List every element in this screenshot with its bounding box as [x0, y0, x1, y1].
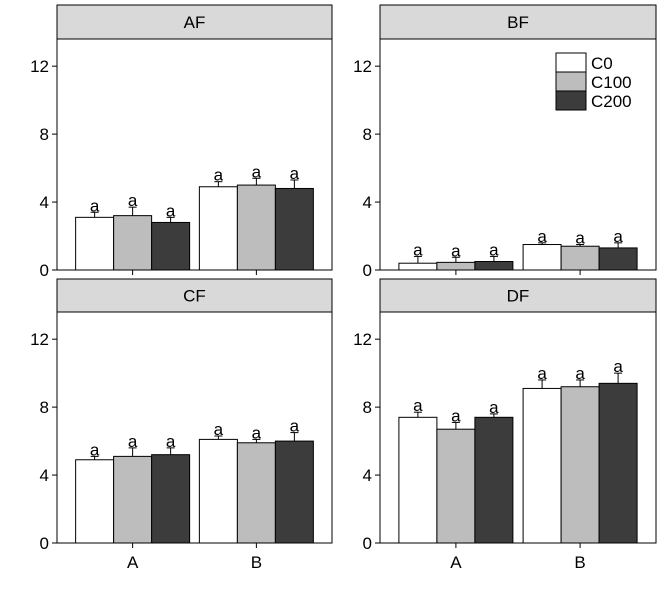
- bar-c100-b: [560, 386, 600, 544]
- bar-c200-b: [274, 187, 314, 271]
- significance-label: a: [451, 406, 461, 425]
- y-tick-label: 8: [40, 398, 49, 417]
- y-tick-label: 4: [40, 466, 49, 485]
- x-tick-label: B: [251, 553, 262, 572]
- bar-c0-b: [522, 244, 562, 271]
- x-tick-label: A: [450, 553, 462, 572]
- bar-c200-a: [151, 454, 191, 544]
- y-tick-label: 8: [363, 398, 372, 417]
- y-tick-label: 12: [30, 57, 49, 76]
- bar-c0-a: [75, 459, 115, 544]
- panel-title: BF: [507, 13, 529, 32]
- significance-label: a: [128, 191, 138, 210]
- significance-label: a: [613, 357, 623, 376]
- legend-label: C100: [591, 73, 632, 92]
- bar-c0-b: [198, 438, 238, 544]
- significance-label: a: [290, 164, 300, 183]
- significance-label: a: [252, 423, 262, 442]
- panel-strip: [379, 4, 657, 40]
- bar-c200-a: [474, 261, 514, 271]
- significance-label: a: [413, 240, 423, 259]
- legend-label: C0: [591, 54, 613, 73]
- significance-label: a: [451, 241, 461, 260]
- bar-c100-b: [236, 442, 276, 544]
- bar-c100-a: [113, 215, 153, 271]
- legend-swatch-c100: [555, 71, 587, 92]
- legend-swatch-c200: [555, 90, 587, 111]
- significance-label: a: [575, 229, 585, 248]
- bar-c0-b: [522, 387, 562, 544]
- legend-swatch-c0: [555, 52, 587, 73]
- panel-strip: [379, 278, 657, 313]
- panel-df: DF 0 4 8 12 A Ba a a a a a: [353, 278, 657, 572]
- y-tick-label: 4: [40, 193, 49, 212]
- significance-label: a: [252, 162, 262, 181]
- y-tick-label: 12: [353, 57, 372, 76]
- bar-c0-a: [398, 262, 438, 271]
- bar-c100-b: [560, 245, 600, 271]
- panel-title: DF: [507, 287, 530, 306]
- bar-c200-a: [474, 416, 514, 544]
- x-tick-label: B: [574, 553, 585, 572]
- significance-label: a: [613, 227, 623, 246]
- bar-c100-b: [236, 184, 276, 271]
- significance-label: a: [537, 227, 547, 246]
- significance-label: a: [413, 396, 423, 415]
- y-tick-label: 0: [40, 534, 49, 553]
- bar-c0-a: [75, 216, 115, 271]
- y-tick-label: 0: [40, 261, 49, 280]
- y-tick-label: 12: [30, 330, 49, 349]
- panel-title: AF: [184, 13, 206, 32]
- y-tick-label: 8: [40, 125, 49, 144]
- bar-c200-b: [598, 382, 638, 544]
- significance-label: a: [537, 364, 547, 383]
- y-tick-label: 8: [363, 125, 372, 144]
- panel-strip: [56, 278, 333, 313]
- bar-c200-b: [274, 440, 314, 544]
- bar-c0-a: [398, 416, 438, 544]
- legend-label: C200: [591, 92, 632, 111]
- bar-c0-b: [198, 186, 238, 271]
- significance-label: a: [575, 364, 585, 383]
- x-tick-label: A: [127, 553, 139, 572]
- y-tick-label: 0: [363, 534, 372, 553]
- bar-c200-b: [598, 247, 638, 271]
- plot-frame: [379, 38, 657, 271]
- bar-c100-a: [113, 455, 153, 544]
- panel-title: CF: [183, 287, 206, 306]
- y-tick-label: 4: [363, 193, 372, 212]
- y-tick-label: 4: [363, 466, 372, 485]
- significance-label: a: [489, 398, 499, 417]
- y-tick-label: 0: [363, 261, 372, 280]
- significance-label: a: [90, 440, 100, 459]
- significance-label: a: [166, 201, 176, 220]
- panel-strip: [56, 4, 333, 40]
- panel-af: AF 0 4 8 12 a a a a a a: [30, 4, 333, 280]
- bar-c100-a: [436, 428, 476, 544]
- significance-label: a: [489, 240, 499, 259]
- panel-cf: CF 0 4 8 12 A Ba a a a a a: [30, 278, 333, 572]
- significance-label: a: [214, 166, 224, 185]
- significance-label: a: [166, 432, 176, 451]
- significance-label: a: [214, 420, 224, 439]
- y-tick-label: 12: [353, 330, 372, 349]
- significance-label: a: [290, 417, 300, 436]
- bar-c100-a: [436, 261, 476, 271]
- bar-c200-a: [151, 221, 191, 271]
- significance-label: a: [128, 432, 138, 451]
- significance-label: a: [90, 196, 100, 215]
